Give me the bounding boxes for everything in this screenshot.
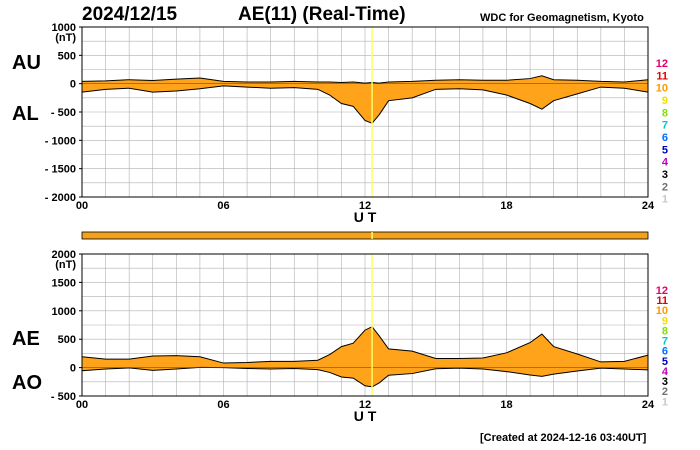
- panel-0: [79, 26, 649, 198]
- y-tick-label: - 2000: [45, 192, 76, 204]
- station-label: 10: [656, 83, 668, 95]
- station-label: 12: [656, 58, 668, 70]
- station-label: 9: [662, 315, 668, 327]
- station-label: 11: [656, 295, 668, 307]
- station-label: 8: [662, 325, 668, 337]
- y-tick-label: - 1500: [45, 164, 76, 176]
- panel-1: [79, 231, 649, 397]
- x-tick-label: 18: [500, 200, 512, 212]
- x-axis-label: U T: [354, 408, 377, 424]
- y-tick-label: - 500: [51, 391, 76, 403]
- x-tick-label: 12: [359, 399, 371, 411]
- chart-title: AE(11) (Real-Time): [238, 4, 406, 25]
- station-label: 5: [662, 356, 668, 368]
- y-tick-label: 1500: [52, 277, 76, 289]
- series-area-fill: [82, 75, 648, 124]
- station-label: 8: [662, 107, 668, 119]
- station-label: 9: [662, 95, 668, 107]
- station-label: 10: [656, 305, 668, 317]
- created-timestamp: [Created at 2024-12-16 03:40UT]: [480, 432, 647, 444]
- au-label: AU: [12, 52, 41, 74]
- station-label: 7: [662, 336, 668, 348]
- station-label: 7: [662, 120, 668, 132]
- ao-label: AO: [12, 372, 42, 394]
- series-line-ae: [81, 326, 649, 364]
- series-area-fill: [82, 326, 648, 387]
- station-label: 3: [662, 376, 668, 388]
- station-label: 11: [656, 70, 668, 82]
- station-label: 6: [662, 132, 668, 144]
- x-tick-label: 06: [217, 200, 229, 212]
- x-tick-label: 00: [76, 200, 88, 212]
- station-label: 4: [662, 157, 669, 169]
- x-tick-label: 12: [359, 200, 371, 212]
- x-axis-label: U T: [354, 209, 377, 225]
- chart-date: 2024/12/15: [82, 4, 178, 25]
- series-line-al: [81, 85, 649, 124]
- y-tick-label: 1000: [52, 306, 76, 318]
- y-tick-label: 0: [70, 363, 76, 375]
- y-tick-label: 500: [58, 50, 76, 62]
- x-tick-label: 24: [642, 399, 655, 411]
- station-label: 2: [662, 181, 668, 193]
- series-line-au: [81, 75, 649, 84]
- x-tick-label: 00: [76, 399, 88, 411]
- station-label: 6: [662, 346, 668, 358]
- credit-text: WDC for Geomagnetism, Kyoto: [480, 12, 644, 24]
- al-label: AL: [12, 103, 39, 125]
- y-unit-label: (nT): [55, 32, 76, 44]
- station-label: 4: [662, 366, 669, 378]
- station-label: 5: [662, 144, 668, 156]
- station-label: 2: [662, 386, 668, 398]
- station-label: 3: [662, 169, 668, 181]
- y-tick-label: 1000: [52, 22, 76, 34]
- x-tick-label: 06: [217, 399, 229, 411]
- data-availability-bar: [81, 231, 649, 240]
- station-label: 1: [662, 194, 668, 206]
- station-label: 1: [662, 396, 668, 408]
- x-tick-label: 24: [642, 200, 655, 212]
- y-tick-label: - 1000: [45, 135, 76, 147]
- y-tick-label: - 500: [51, 107, 76, 119]
- ae-label: AE: [12, 328, 40, 350]
- y-tick-label: 0: [70, 79, 76, 91]
- x-tick-label: 18: [500, 399, 512, 411]
- y-tick-label: 2000: [52, 249, 76, 261]
- y-unit-label: (nT): [55, 259, 76, 271]
- station-label: 12: [656, 285, 668, 297]
- y-tick-label: 500: [58, 334, 76, 346]
- plot-frame: [81, 253, 649, 397]
